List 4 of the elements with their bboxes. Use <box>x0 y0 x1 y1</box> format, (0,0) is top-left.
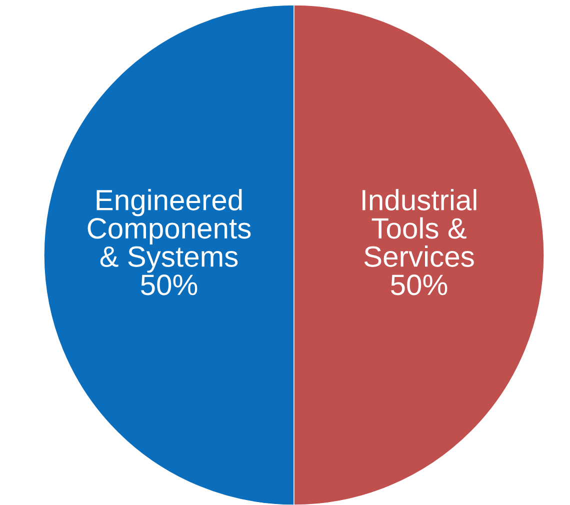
slice-label: Engineered Components & Systems <box>88 189 251 273</box>
data-label: 50% <box>390 274 448 296</box>
slice-label: Industrial Tools & Services <box>362 189 476 267</box>
data-label: 50% <box>140 274 198 296</box>
